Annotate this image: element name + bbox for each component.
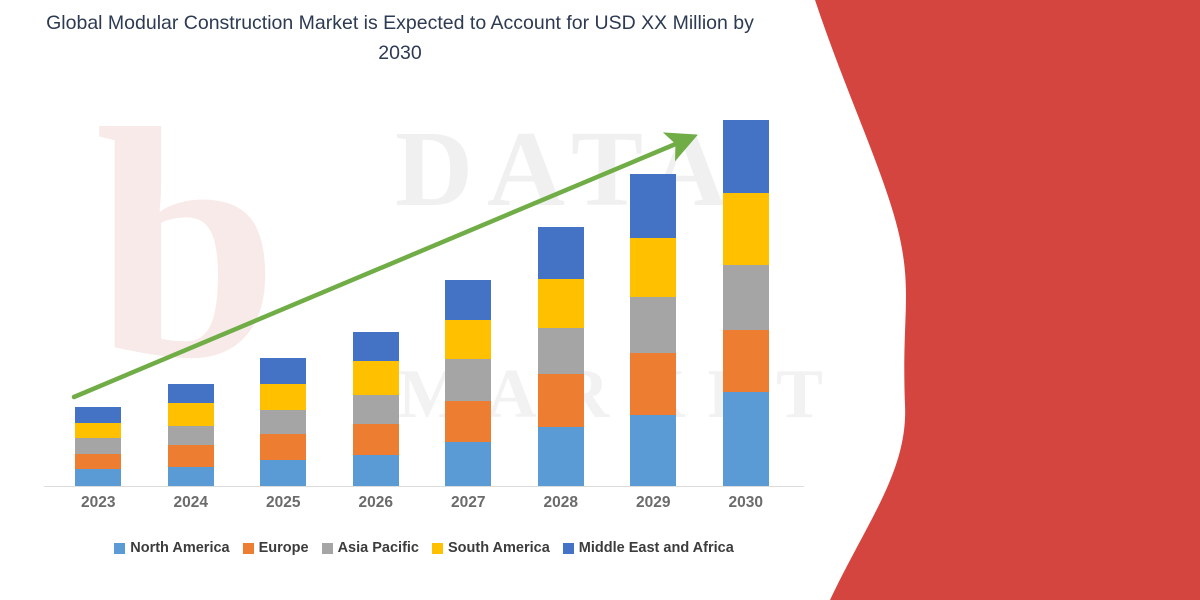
legend-label: South America: [448, 540, 550, 556]
bar-segment: [630, 352, 677, 416]
legend-item[interactable]: Asia Pacific: [321, 540, 419, 556]
bar-segment: [75, 438, 122, 454]
bar-segment: [352, 423, 399, 455]
bar-segment: [352, 361, 399, 395]
panel-background-shape: [815, 0, 1200, 600]
x-axis-tick-label: 2024: [173, 494, 208, 511]
bar-segment: [260, 410, 307, 435]
bar-segment: [722, 330, 769, 393]
x-axis-labels: 2023 2024 2025 2026 2027 2028 2029 2030: [52, 494, 792, 512]
bar-segment: [352, 454, 399, 486]
bar-column: [607, 120, 700, 486]
legend-item[interactable]: South America: [432, 540, 550, 556]
x-axis-tick-label: 2027: [451, 494, 486, 511]
bar-segment: [445, 319, 492, 360]
bar-segment: [352, 332, 399, 362]
x-axis-tick-label: 2029: [636, 494, 671, 511]
chart-title: Global Modular Construction Market is Ex…: [46, 12, 754, 64]
stacked-bar: [537, 227, 584, 486]
stacked-bar-group: [52, 120, 792, 486]
bar-segment: [537, 227, 584, 280]
legend-swatch: [432, 542, 443, 554]
bar-segment: [260, 358, 307, 385]
bar-segment: [260, 460, 307, 486]
bar-segment: [167, 445, 214, 468]
bar-segment: [722, 264, 769, 331]
legend-swatch: [114, 542, 126, 554]
right-panel: Market, By Regions, 2023 to 2030 2023 20…: [790, 0, 1200, 600]
bar-column: [422, 120, 515, 486]
bar-segment: [445, 442, 492, 486]
legend-swatch: [321, 542, 333, 554]
bar-segment: [75, 422, 122, 439]
bar-segment: [75, 469, 122, 486]
legend-label: Europe: [258, 540, 309, 556]
axis-baseline: [44, 486, 804, 487]
bar-segment: [75, 407, 122, 423]
bar-column: [515, 120, 608, 486]
bar-segment: [537, 426, 584, 486]
bar-segment: [352, 394, 399, 424]
bar-column: [330, 120, 423, 486]
legend-label: Asia Pacific: [337, 540, 419, 556]
x-axis-tick-label: 2030: [728, 494, 763, 511]
bar-segment: [167, 467, 214, 486]
stacked-bar: [722, 120, 769, 486]
stacked-bar: [75, 407, 122, 486]
bar-segment: [630, 174, 677, 238]
bar-segment: [260, 434, 307, 461]
bar-segment: [537, 373, 584, 427]
bar-column: [237, 120, 330, 486]
bar-segment: [722, 392, 769, 486]
bar-segment: [445, 400, 492, 443]
stacked-bar: [260, 358, 307, 486]
stacked-bar: [445, 280, 492, 486]
legend-swatch: [242, 542, 254, 554]
bar-column: [52, 120, 145, 486]
bar-segment: [260, 384, 307, 411]
bar-segment: [630, 296, 677, 353]
legend-label: North America: [130, 540, 230, 556]
bar-segment: [630, 237, 677, 297]
bar-segment: [445, 280, 492, 320]
bar-segment: [167, 384, 214, 403]
stacked-bar: [630, 174, 677, 486]
bar-segment: [722, 192, 769, 265]
legend-item[interactable]: Europe: [242, 540, 309, 556]
chart-legend: North America Europe Asia Pacific South Ame…: [44, 540, 804, 556]
bar-segment: [537, 279, 584, 328]
legend-label: Middle East and Africa: [578, 540, 734, 556]
legend-swatch: [562, 542, 574, 554]
bar-segment: [75, 453, 122, 470]
stacked-bar: [352, 332, 399, 486]
bar-segment: [167, 402, 214, 426]
legend-item[interactable]: North America: [114, 540, 230, 556]
bar-segment: [537, 327, 584, 374]
legend-item[interactable]: Middle East and Africa: [562, 540, 734, 556]
stacked-bar: [167, 384, 214, 486]
bar-segment: [167, 425, 214, 446]
bar-segment: [630, 415, 677, 486]
bar-column: [700, 120, 793, 486]
bar-segment: [445, 359, 492, 401]
bar-segment: [722, 120, 769, 193]
x-axis-tick-label: 2023: [81, 494, 116, 511]
x-axis-tick-label: 2026: [358, 494, 393, 511]
bar-column: [145, 120, 238, 486]
chart-area: 2023 2024 2025 2026 2027 2028 2029 2030 North A…: [44, 120, 804, 556]
x-axis-tick-label: 2025: [266, 494, 301, 511]
x-axis-tick-label: 2028: [543, 494, 578, 511]
